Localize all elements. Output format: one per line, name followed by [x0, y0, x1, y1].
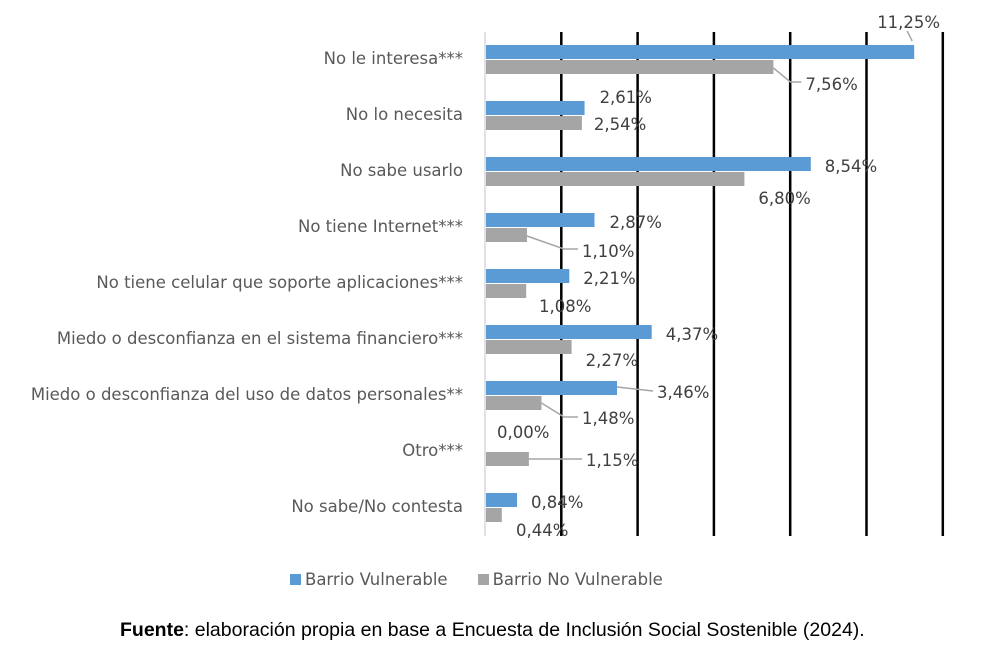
bar-chart: No le interesa*** 11,25% 7,56% No lo necesi… [31, 13, 945, 540]
leader-line [772, 67, 802, 83]
data-label-no-vulnerable: 2,27% [586, 351, 638, 370]
leader-line [541, 402, 578, 418]
data-label-no-vulnerable: 1,10% [582, 242, 634, 261]
category-label: Otro*** [402, 441, 463, 460]
data-label-vulnerable: 11,25% [877, 13, 940, 32]
legend-item-vulnerable: Barrio Vulnerable [290, 570, 448, 589]
data-label-no-vulnerable: 6,80% [758, 189, 810, 208]
data-label-no-vulnerable: 7,56% [805, 75, 857, 94]
category-label: Miedo o desconfianza del uso de datos pe… [31, 385, 463, 404]
data-label-vulnerable: 2,21% [583, 269, 635, 288]
source-text: : elaboración propia en base a Encuesta … [183, 619, 865, 641]
data-label-vulnerable: 8,54% [825, 157, 877, 176]
bar-vulnerable [486, 213, 595, 227]
legend-item-no-vulnerable: Barrio No Vulnerable [477, 570, 663, 589]
data-label-no-vulnerable: 2,54% [594, 115, 646, 134]
category-label: No tiene Internet*** [298, 217, 463, 236]
bar-vulnerable [486, 381, 617, 395]
data-label-vulnerable: 2,61% [600, 88, 652, 107]
bar-vulnerable [486, 101, 585, 115]
legend-label-vulnerable: Barrio Vulnerable [305, 570, 448, 589]
source-note: Fuente: elaboración propia en base a Enc… [120, 619, 865, 642]
category-label: No tiene celular que soporte aplicacione… [96, 273, 463, 292]
data-label-vulnerable: 0,84% [531, 493, 583, 512]
bar-no-vulnerable [486, 452, 529, 466]
legend-swatch-vulnerable [290, 574, 301, 585]
bar-no-vulnerable [486, 508, 502, 522]
leader-line [616, 386, 654, 392]
bar-vulnerable [486, 493, 518, 507]
data-label-vulnerable: 4,37% [666, 325, 718, 344]
bar-no-vulnerable [486, 172, 745, 186]
category-label: No lo necesita [346, 105, 463, 124]
bar-vulnerable [486, 157, 811, 171]
bar-no-vulnerable [486, 228, 527, 242]
bar-no-vulnerable [486, 396, 542, 410]
bar-no-vulnerable [486, 116, 582, 130]
leader-line [526, 235, 578, 250]
bar-no-vulnerable [486, 284, 527, 298]
bar-vulnerable [486, 269, 570, 283]
bar-no-vulnerable [486, 340, 572, 354]
bar-no-vulnerable [486, 60, 774, 74]
category-label: No le interesa*** [324, 49, 463, 68]
legend: Barrio Vulnerable Barrio No Vulnerable [290, 570, 693, 589]
category-label: No sabe usarlo [340, 161, 463, 180]
legend-swatch-no-vulnerable [477, 574, 489, 585]
data-label-no-vulnerable: 1,08% [539, 297, 591, 316]
category-label: Miedo o desconfianza en el sistema finan… [57, 329, 463, 348]
legend-label-no-vulnerable: Barrio No Vulnerable [492, 570, 663, 589]
data-label-vulnerable: 3,46% [657, 383, 709, 402]
data-label-vulnerable: 2,87% [609, 213, 661, 232]
data-label-vulnerable: 0,00% [497, 423, 549, 442]
source-prefix: Fuente [120, 619, 184, 641]
data-label-no-vulnerable: 1,48% [582, 409, 634, 428]
data-label-no-vulnerable: 1,15% [586, 451, 638, 470]
bar-vulnerable [486, 325, 652, 339]
leader-line [906, 30, 913, 42]
data-label-no-vulnerable: 0,44% [516, 521, 568, 540]
category-label: No sabe/No contesta [291, 497, 463, 516]
bar-vulnerable [486, 45, 915, 59]
